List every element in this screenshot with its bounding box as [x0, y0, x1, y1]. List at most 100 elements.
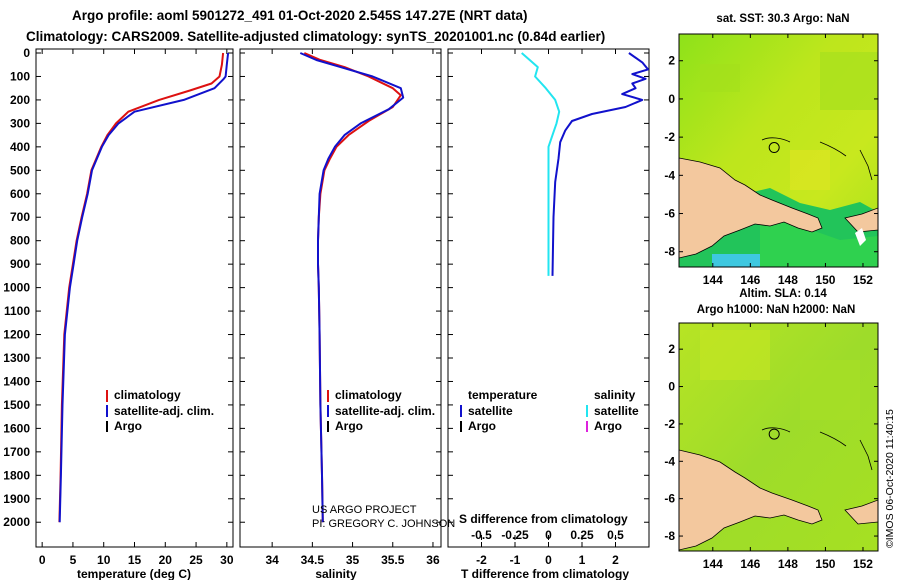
temperature-chart: 0 5 10 15 20 25 30: [36, 49, 234, 567]
depth-tick-label: 0: [23, 46, 30, 60]
depth-tick-label: 600: [10, 187, 30, 201]
sla-land: [844, 499, 878, 525]
x-tick-label: 34: [265, 553, 279, 567]
salinity-chart: 34 34.5 35 35.5 36: [240, 49, 441, 567]
legend-salinity-heading: salinity: [594, 388, 636, 402]
depth-tick-label: 1000: [3, 281, 30, 295]
sst-map-title: sat. SST: 30.3 Argo: NaN: [716, 13, 849, 25]
lon-tick-label: 152: [853, 273, 873, 287]
s-tick-label: 0.25: [570, 528, 594, 542]
sla-map: 2 0 -2 -4 -6 -8 144 146 148 150 152: [664, 322, 879, 571]
title-line-1: Argo profile: aoml 5901272_491 01-Oct-20…: [72, 8, 527, 23]
difference-chart: -2 -1 0 1 2 -0.5 -0.25 0 0.25 0.5: [448, 49, 649, 567]
legend-s-argo: Argo: [594, 419, 622, 433]
legend-satellite: satellite-adj. clim.: [335, 404, 435, 418]
lon-tick-label: 144: [703, 273, 723, 287]
lat-tick-label: -4: [664, 454, 675, 468]
x-tick-label: -1: [510, 553, 521, 567]
lon-tick-label: 146: [740, 273, 760, 287]
sla-patch: [700, 330, 770, 380]
sst-patch: [820, 52, 878, 110]
lon-tick-label: 150: [815, 557, 835, 571]
lat-tick-label: -8: [664, 245, 675, 259]
sst-coastal-band: [760, 215, 878, 267]
sst-island: [761, 137, 791, 143]
x-tick-label: 25: [189, 553, 203, 567]
x-tick-label: 10: [97, 553, 111, 567]
argo-position-marker: [768, 428, 780, 440]
s-difference-label: S difference from climatology: [459, 512, 628, 526]
x-tick-label: 1: [579, 553, 586, 567]
depth-tick-label: 1100: [4, 304, 30, 318]
title-line-2: Climatology: CARS2009. Satellite-adjuste…: [26, 29, 605, 44]
difference-panel-frame: [447, 48, 650, 548]
series-line-salinity-satellite: [521, 52, 561, 276]
depth-tick-label: 1300: [3, 351, 30, 365]
difference-xlabel: T difference from climatology: [461, 567, 629, 580]
sst-island: [859, 149, 873, 181]
temperature-panel-frame: [35, 48, 234, 548]
sst-map-axes: 2 0 -2 -4 -6 -8 144 146 148 150 152: [664, 34, 878, 287]
legend-s-satellite: satellite: [594, 404, 639, 418]
depth-tick-label: 500: [10, 163, 30, 177]
depth-tick-label: 200: [10, 93, 30, 107]
x-tick-label: 35.5: [381, 553, 405, 567]
salinity-xlabel: salinity: [315, 567, 357, 580]
legend-argo: Argo: [114, 419, 142, 433]
legend-argo: Argo: [335, 419, 363, 433]
depth-tick-label: 1400: [3, 374, 30, 388]
lat-tick-label: 2: [668, 342, 675, 356]
sst-missing-patch: [855, 228, 866, 246]
x-tick-label: 35: [346, 553, 360, 567]
lat-tick-label: -2: [664, 417, 675, 431]
project-credit: US ARGO PROJECT: [312, 504, 417, 516]
lat-tick-label: -8: [664, 529, 675, 543]
difference-legend: temperature salinity satellite Argo sate…: [460, 388, 639, 433]
sla-map-axes: 2 0 -2 -4 -6 -8 144 146 148 150 152: [664, 323, 878, 571]
s-tick-label: -0.25: [501, 528, 529, 542]
sla-map-title: Altim. SLA: 0.14: [739, 288, 827, 300]
series-line-temperature-satellite: [551, 52, 649, 276]
sst-patch: [700, 64, 740, 92]
legend-satellite: satellite-adj. clim.: [114, 404, 214, 418]
depth-tick-label: 900: [10, 257, 30, 271]
temperature-legend: climatology satellite-adj. clim. Argo: [106, 388, 214, 433]
x-tick-label: -2: [476, 553, 487, 567]
sst-land: [844, 207, 878, 233]
s-tick-label: 0: [545, 528, 552, 542]
depth-axis: 0 100 200 300 400 500 600 700 800 900 1000 1100 1200…: [3, 46, 30, 529]
x-tick-label: 5: [70, 553, 77, 567]
legend-t-satellite: satellite: [468, 404, 513, 418]
argo-position-marker: [768, 142, 780, 154]
lat-tick-label: 0: [668, 92, 675, 106]
sst-land-new-guinea: [679, 157, 823, 259]
salinity-legend: climatology satellite-adj. clim. Argo US…: [312, 388, 455, 530]
x-tick-label: 30: [220, 553, 234, 567]
pi-credit: PI: GREGORY C. JOHNSON: [312, 518, 455, 530]
sla-island: [761, 427, 791, 433]
depth-tick-label: 300: [10, 116, 30, 130]
s-tick-label: -0.5: [471, 528, 492, 542]
lon-tick-label: 144: [703, 557, 723, 571]
sst-map-frame: [678, 33, 879, 268]
depth-tick-label: 1500: [3, 398, 30, 412]
x-tick-label: 36: [426, 553, 440, 567]
depth-tick-label: 2000: [3, 515, 30, 529]
lon-tick-label: 150: [815, 273, 835, 287]
depth-tick-label: 700: [10, 210, 30, 224]
lat-tick-label: -6: [664, 207, 675, 221]
s-tick-label: 0.5: [607, 528, 624, 542]
sla-island: [859, 439, 873, 471]
depth-tick-label: 1200: [3, 328, 30, 342]
x-tick-label: 34.5: [301, 553, 325, 567]
sla-map-frame: [678, 322, 879, 552]
lat-tick-label: -4: [664, 168, 675, 182]
sst-cool-patch: [712, 254, 760, 267]
series-line-climatology: [58, 52, 225, 523]
depth-tick-label: 1800: [3, 468, 30, 482]
lon-tick-label: 146: [740, 557, 760, 571]
series-line-satellite-adj-clim-: [299, 52, 405, 523]
x-tick-label: 2: [612, 553, 619, 567]
temperature-xlabel: temperature (deg C): [77, 567, 191, 580]
